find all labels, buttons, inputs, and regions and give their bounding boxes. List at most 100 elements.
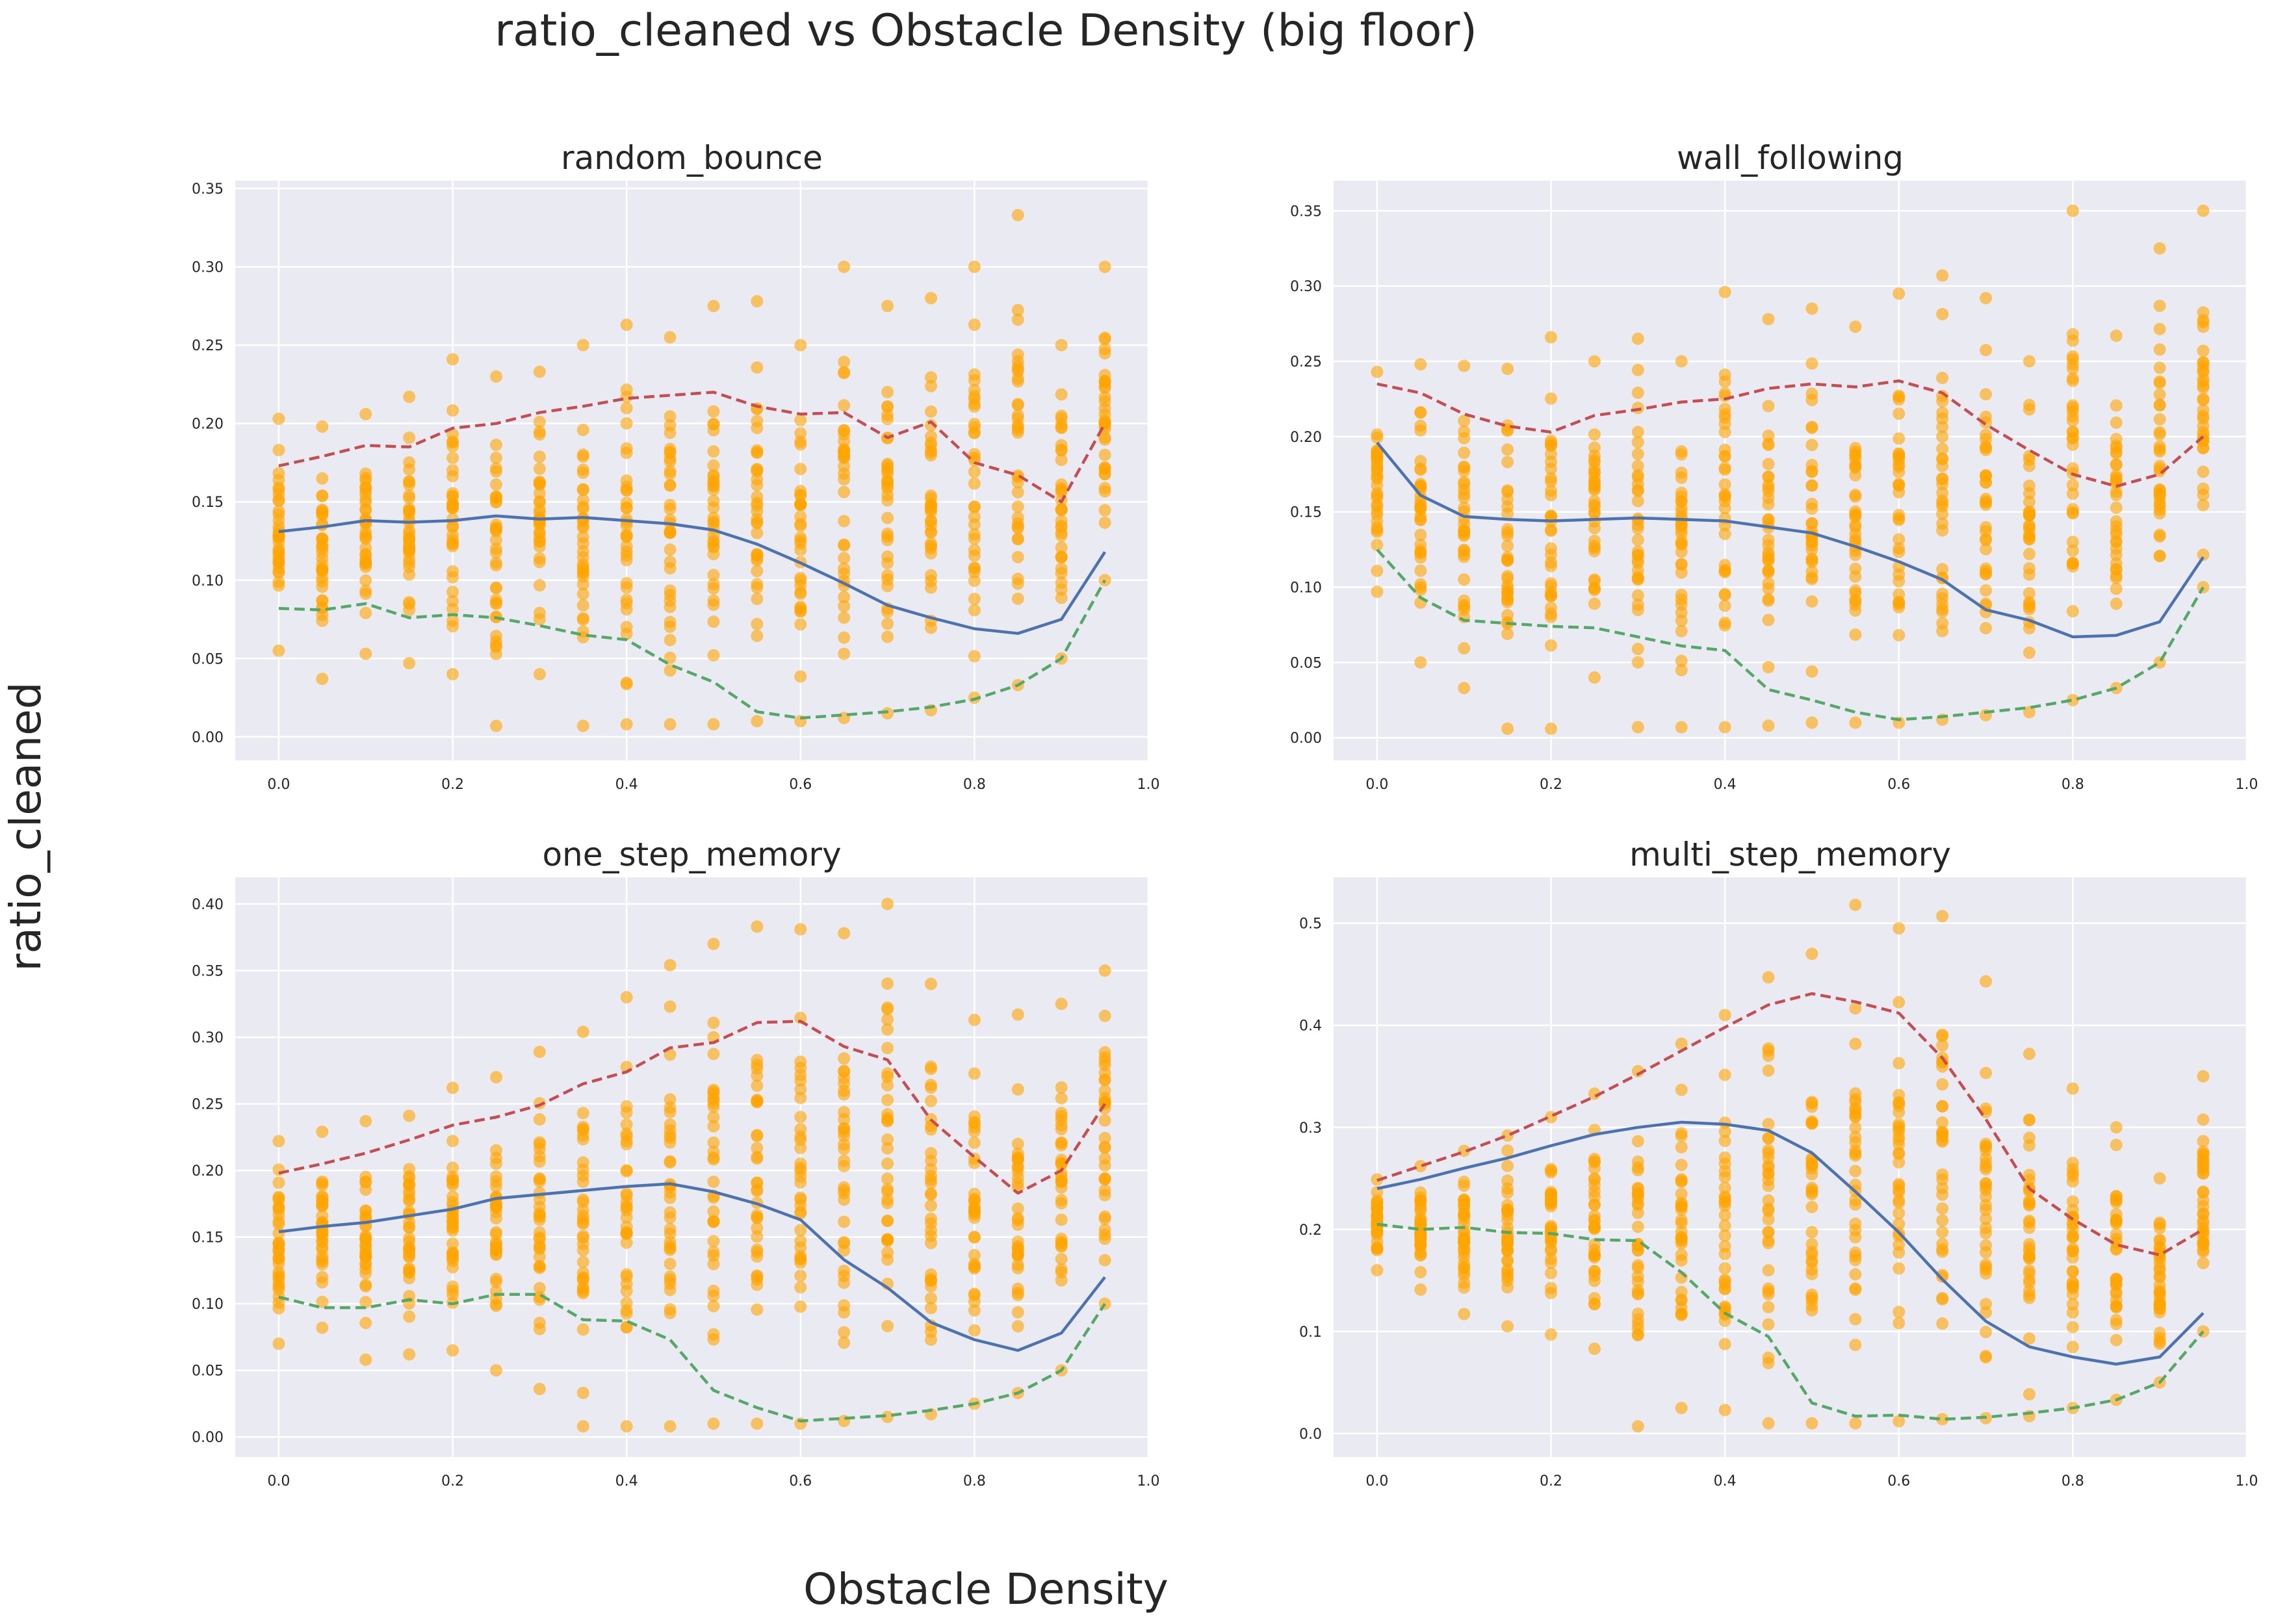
scatter-point: [838, 515, 851, 528]
scatter-point: [2110, 1272, 2123, 1285]
scatter-point: [924, 574, 937, 587]
scatter-point: [1805, 357, 1818, 370]
scatter-point: [707, 1111, 720, 1124]
scatter-point: [794, 587, 807, 600]
scatter-point: [1805, 1200, 1818, 1213]
scatter-point: [1011, 303, 1024, 316]
scatter-point: [489, 1144, 502, 1157]
scatter-point: [751, 478, 764, 491]
scatter-point: [968, 500, 981, 513]
scatter-point: [1371, 489, 1384, 502]
scatter-point: [533, 506, 546, 519]
scatter-point: [968, 1187, 981, 1200]
scatter-point: [2066, 1204, 2079, 1217]
scatter-point: [1098, 1141, 1111, 1154]
scatter-point: [707, 1175, 720, 1188]
scatter-point: [533, 1250, 546, 1263]
scatter-point: [838, 473, 851, 486]
scatter-point: [1893, 1238, 1906, 1251]
scatter-point: [1011, 1320, 1024, 1333]
scatter-point: [620, 1165, 633, 1178]
scatter-point: [968, 318, 981, 331]
scatter-point: [446, 404, 459, 417]
scatter-point: [1718, 402, 1731, 415]
scatter-point: [403, 568, 416, 581]
scatter-point: [1545, 1187, 1558, 1200]
scatter-point: [924, 1280, 937, 1293]
scatter-point: [1893, 1262, 1906, 1275]
scatter-point: [1458, 460, 1471, 473]
scatter-point: [2153, 300, 2166, 313]
plot-area: [235, 181, 1148, 760]
scatter-point: [1098, 261, 1111, 274]
scatter-point: [1098, 414, 1111, 427]
scatter-point: [1718, 1151, 1731, 1164]
scatter-point: [751, 1243, 764, 1256]
scatter-point: [1675, 527, 1688, 540]
scatter-point: [1458, 1308, 1471, 1321]
scatter-point: [1893, 922, 1906, 935]
scatter-point: [403, 1163, 416, 1176]
scatter-point: [1893, 1415, 1906, 1428]
scatter-point: [881, 511, 894, 524]
scatter-point: [751, 920, 764, 933]
scatter-point: [1414, 1215, 1427, 1228]
scatter-point: [1011, 348, 1024, 361]
scatter-point: [751, 715, 764, 728]
scatter-point: [1762, 1146, 1775, 1159]
scatter-point: [533, 1207, 546, 1220]
scatter-point: [272, 556, 285, 569]
scatter-point: [316, 542, 329, 555]
x-tick-label: 0.2: [1540, 777, 1562, 793]
scatter-point: [1588, 539, 1601, 552]
scatter-point: [1936, 372, 1949, 385]
scatter-point: [2197, 316, 2210, 329]
scatter-point: [1718, 502, 1731, 515]
subplot-multi-step-memory: 0.0 0.2 0.4 0.6 0.8 1.0 0.0 0.1 0.2 0.3 0.4 0.5 mult…: [1299, 836, 2258, 1489]
scatter-point: [881, 474, 894, 487]
scatter-point: [316, 1321, 329, 1334]
scatter-point: [533, 496, 546, 509]
scatter-point: [403, 604, 416, 617]
scatter-point: [1849, 1002, 1862, 1015]
scatter-point: [664, 498, 677, 511]
scatter-point: [359, 532, 372, 545]
scatter-point: [838, 485, 851, 498]
scatter-point: [794, 489, 807, 502]
scatter-point: [2197, 394, 2210, 407]
scatter-point: [1718, 463, 1731, 476]
scatter-point: [968, 1211, 981, 1224]
scatter-point: [1936, 1078, 1949, 1091]
scatter-point: [1893, 407, 1906, 420]
scatter-point: [1098, 1092, 1111, 1105]
scatter-point: [359, 556, 372, 569]
scatter-point: [707, 474, 720, 487]
scatter-point: [533, 1282, 546, 1295]
scatter-point: [533, 1322, 546, 1335]
scatter-point: [533, 475, 546, 488]
scatter-point: [1718, 1068, 1731, 1081]
scatter-point: [1936, 394, 1949, 407]
scatter-point: [1055, 478, 1068, 491]
x-tick-label: 1.0: [2236, 777, 2258, 793]
scatter-point: [1588, 671, 1601, 684]
scatter-point: [2066, 1341, 2079, 1354]
scatter-point: [751, 1176, 764, 1189]
scatter-point: [1849, 898, 1862, 911]
scatter-point: [1098, 574, 1111, 587]
x-tick-label: 0.2: [1540, 1473, 1562, 1489]
y-tick-label: 0.35: [192, 181, 224, 198]
plot-area: [235, 877, 1148, 1457]
scatter-point: [1414, 502, 1427, 515]
scatter-point: [1675, 1187, 1688, 1200]
scatter-point: [1675, 467, 1688, 480]
scatter-point: [1545, 722, 1558, 735]
scatter-point: [1849, 587, 1862, 600]
scatter-point: [489, 556, 502, 569]
scatter-point: [968, 574, 981, 587]
scatter-point: [1893, 1057, 1906, 1070]
scatter-point: [316, 1295, 329, 1308]
scatter-point: [794, 1074, 807, 1087]
scatter-point: [751, 630, 764, 643]
subplot-title: random_bounce: [561, 139, 823, 177]
